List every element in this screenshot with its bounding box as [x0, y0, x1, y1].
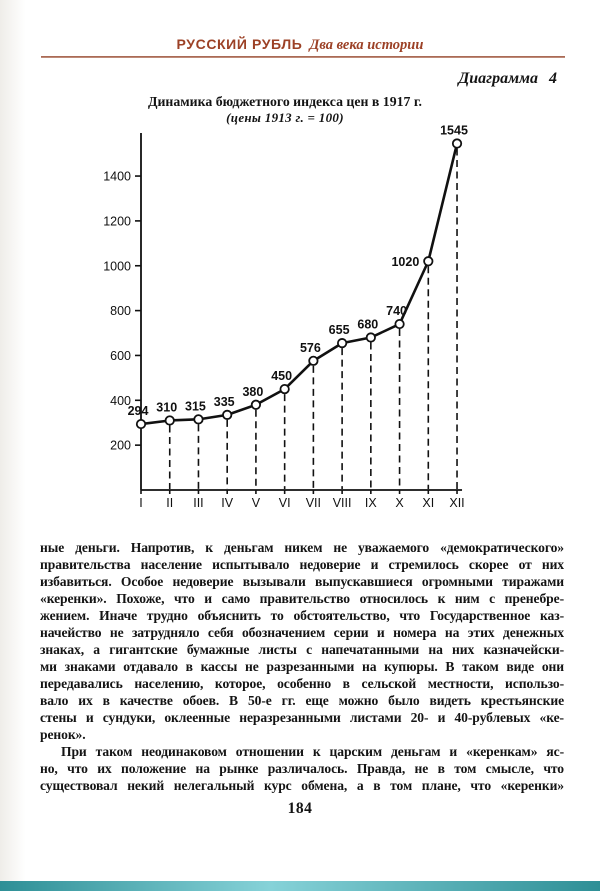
footer-color-bar [0, 881, 600, 891]
x-tick-label: VI [279, 496, 291, 510]
running-head: РУССКИЙ РУБЛЬ Два века истории [0, 36, 600, 54]
data-point-label: 335 [214, 395, 235, 409]
y-tick-label: 1200 [103, 214, 131, 228]
data-point-label: 315 [185, 399, 206, 413]
body-text: ные деньги. Напротив, к деньгам никем не… [40, 539, 564, 794]
text-line: стены и сундуки, оклеенные неразрезанным… [40, 710, 564, 725]
book-subtitle: Два века истории [309, 37, 424, 53]
series-line [139, 142, 459, 426]
text-line: знаках, а гигантские бумажные листы с на… [40, 642, 564, 657]
text-line: правительства население испытывало недов… [40, 557, 564, 572]
x-tick-label: XI [422, 496, 434, 510]
x-tick-label: X [395, 496, 404, 510]
x-tick-label: III [193, 496, 203, 510]
data-point [193, 414, 204, 425]
x-tick-label: VIII [333, 496, 352, 510]
text-line: При таком неодинаковом отношении к царск… [61, 744, 564, 759]
x-tick-label: IV [221, 496, 233, 510]
data-point-label: 294 [128, 404, 149, 418]
data-point-label: 380 [242, 385, 263, 399]
data-point [451, 138, 463, 149]
y-tick-label: 600 [110, 349, 131, 363]
paragraph: При таком неодинаковом отношении к царск… [40, 743, 564, 794]
figure-label: Диаграмма 4 [458, 70, 557, 87]
x-tick-label: XII [449, 496, 464, 510]
x-tick-label: II [166, 496, 173, 510]
chart-title: Динамика бюджетного индекса цен в 1917 г… [147, 94, 423, 109]
text-line: передавались населению, которое, особенн… [40, 676, 564, 691]
text-line: избавиться. Особое недоверие вызывали вы… [40, 574, 564, 589]
text-line: начейство не затрудняло себя обозначение… [40, 625, 564, 640]
data-point-label: 450 [271, 369, 292, 383]
x-tick-label: IX [365, 496, 377, 510]
data-point-label: 1545 [440, 124, 468, 138]
data-point [337, 338, 348, 349]
page-number: 184 [287, 800, 313, 817]
text-line: ренок». [40, 727, 86, 742]
text-line: ные деньги. Напротив, к деньгам никем не… [40, 540, 564, 555]
x-tick-label: VII [306, 496, 321, 510]
scanned-page-left-edge [0, 0, 30, 891]
chart-subtitle: (цены 1913 г. = 100) [226, 110, 344, 125]
data-point [135, 418, 147, 430]
data-point [279, 383, 290, 395]
y-tick-label: 800 [110, 304, 131, 318]
text-line: «керенки». Похоже, что и само правительс… [40, 591, 564, 606]
data-point-label: 576 [300, 341, 321, 355]
y-tick-label: 200 [110, 439, 131, 453]
data-point [394, 318, 405, 330]
x-tick-label: I [139, 496, 142, 510]
data-point-label: 655 [329, 323, 350, 337]
data-point-label: 740 [386, 304, 407, 318]
header-rule [41, 56, 565, 58]
data-point [164, 415, 175, 426]
text-line: существовал некий нелегальный курс обмен… [40, 778, 564, 793]
data-point [250, 399, 262, 410]
book-title: РУССКИЙ РУБЛЬ [176, 36, 303, 52]
data-point-label: 1020 [391, 255, 419, 269]
data-point [308, 355, 319, 366]
y-tick-label: 1400 [103, 170, 131, 184]
y-tick-label: 400 [110, 394, 131, 408]
text-line: вало их в качестве обоев. В 50-е гг. еще… [40, 693, 564, 708]
y-tick-label: 1000 [103, 259, 131, 273]
data-point-label: 680 [357, 318, 378, 332]
data-point [423, 256, 434, 267]
data-point-label: 310 [156, 400, 177, 414]
text-line: жением. Иначе трудно объяснить то обстоя… [40, 608, 564, 623]
text-line: ми знаками отдавало в кассы не разрезанн… [40, 659, 564, 674]
text-line: но, что их положение на рынке различалос… [40, 761, 564, 776]
x-tick-label: V [252, 496, 261, 510]
paragraph: ные деньги. Напротив, к деньгам никем не… [40, 539, 564, 743]
data-point [365, 332, 376, 343]
data-point [222, 409, 233, 420]
